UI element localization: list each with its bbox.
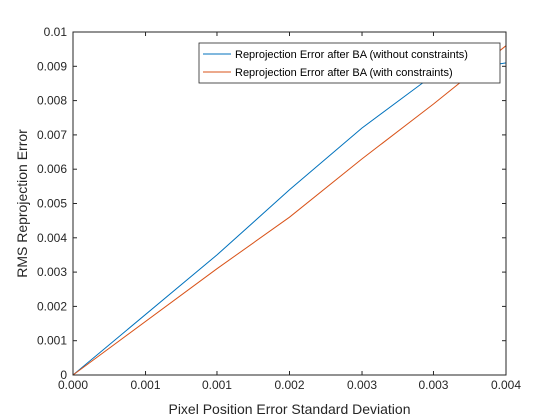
x-tick-label: 0.003 — [347, 378, 377, 392]
y-tick-label: 0.006 — [37, 162, 67, 176]
y-tick-label: 0.009 — [37, 59, 67, 73]
y-tick-label: 0 — [60, 368, 67, 382]
x-tick-label: 0.001 — [131, 378, 161, 392]
plot-area — [73, 32, 506, 375]
y-tick-label: 0.01 — [44, 25, 68, 39]
y-axis-title: RMS Reprojection Error — [14, 129, 30, 278]
y-tick-label: 0.004 — [37, 231, 67, 245]
legend-box — [198, 42, 501, 84]
axes-box — [72, 31, 507, 376]
x-axis-title: Pixel Position Error Standard Deviation — [168, 401, 410, 417]
x-tick-label: 0.004 — [491, 378, 521, 392]
x-tick-label: 0.000 — [58, 378, 88, 392]
x-tick-label: 0.003 — [418, 378, 448, 392]
x-tick-label: 0.001 — [202, 378, 232, 392]
y-ticks: 0 0.001 0.002 0.003 0.004 0.005 0.006 0.007 0.00… — [37, 25, 506, 382]
y-tick-label: 0.001 — [37, 334, 67, 348]
x-ticks: 0.000 0.001 0.001 0.002 0.003 0.003 0.004 — [58, 32, 521, 392]
y-tick-label: 0.008 — [37, 94, 67, 108]
legend: Reprojection Error after BA (without con… — [198, 42, 501, 84]
y-tick-label: 0.002 — [37, 299, 67, 313]
y-tick-label: 0.007 — [37, 128, 67, 142]
x-tick-label: 0.002 — [274, 378, 304, 392]
y-tick-label: 0.003 — [37, 265, 67, 279]
legend-label-with-constraints: Reprojection Error after BA (with constr… — [235, 67, 453, 79]
series-line-with-constraints — [72, 45, 507, 376]
y-tick-label: 0.005 — [37, 197, 67, 211]
legend-label-without-constraints: Reprojection Error after BA (without con… — [235, 49, 468, 61]
